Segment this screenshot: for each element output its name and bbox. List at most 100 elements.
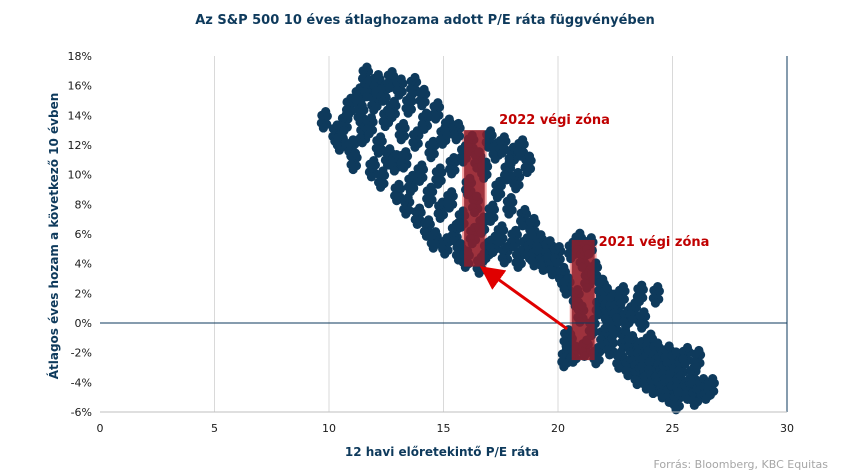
scatter-point	[408, 89, 418, 99]
scatter-point	[529, 261, 539, 271]
scatter-point	[575, 228, 585, 238]
scatter-point	[508, 242, 519, 252]
scatter-point	[602, 283, 612, 293]
scatter-point	[504, 209, 514, 219]
scatter-point	[614, 363, 624, 373]
scatter-point	[621, 322, 631, 332]
y-tick-label: 6%	[75, 228, 92, 241]
scatter-point	[611, 313, 622, 323]
y-tick-label: -4%	[71, 376, 92, 389]
scatter-point	[430, 227, 441, 237]
scatter-point	[440, 249, 450, 259]
scatter-point	[499, 132, 509, 142]
scatter-point	[348, 135, 358, 145]
scatter-point	[474, 268, 484, 278]
scatter-point	[517, 135, 528, 145]
scatter-point	[357, 101, 367, 111]
scatter-point	[591, 359, 601, 369]
scatter-point	[598, 274, 608, 284]
scatter-point	[671, 347, 681, 357]
x-tick-label: 25	[666, 422, 680, 435]
scatter-point	[536, 230, 546, 240]
chart-title: Az S&P 500 10 éves átlaghozama adott P/E…	[195, 13, 655, 28]
scatter-point	[676, 371, 686, 381]
scatter-point	[321, 107, 331, 117]
scatter-point	[609, 329, 619, 339]
scatter-point	[380, 121, 390, 132]
scatter-point	[419, 84, 429, 94]
y-tick-label: 4%	[75, 258, 92, 271]
scatter-point	[627, 331, 638, 341]
scatter-point	[394, 90, 404, 100]
scatter-point	[334, 145, 345, 155]
scatter-point	[673, 387, 683, 397]
scatter-point	[653, 282, 663, 292]
x-axis-ticks: 0 5 10 15 20 25 30	[97, 422, 795, 435]
scatter-point	[430, 114, 441, 124]
scatter-point	[396, 74, 406, 84]
scatter-point	[513, 167, 523, 178]
scatter-point	[490, 154, 500, 164]
y-tick-label: 12%	[68, 139, 92, 152]
scatter-point	[426, 153, 436, 163]
scatter-point	[497, 221, 507, 231]
scatter-point	[559, 362, 569, 372]
x-axis-label: 12 havi előretekintő P/E ráta	[345, 445, 539, 459]
scatter-point	[428, 136, 438, 146]
scatter-point	[350, 148, 361, 158]
scatter-point	[648, 388, 658, 399]
zone-label-2021: 2021 végi zóna	[599, 235, 710, 250]
scatter-point	[605, 350, 615, 360]
scatter-point	[646, 329, 656, 339]
scatter-point	[398, 118, 409, 129]
y-tick-label: 2%	[75, 287, 92, 300]
scatter-point	[389, 166, 399, 176]
scatter-point	[453, 118, 464, 129]
scatter-point	[511, 225, 521, 235]
zone-overlay	[464, 130, 485, 267]
scatter-point	[593, 310, 603, 320]
scatter-point	[497, 148, 507, 158]
scatter-point	[506, 158, 516, 169]
scatter-point	[524, 151, 535, 161]
scatter-point	[444, 114, 454, 124]
scatter-point	[513, 262, 523, 272]
scatter-point	[433, 98, 443, 108]
scatter-point	[447, 187, 457, 197]
scatter-point	[343, 109, 354, 120]
scatter-point	[412, 126, 422, 136]
zone-label-2022: 2022 végi zóna	[499, 113, 610, 128]
scatter-point	[318, 123, 328, 133]
scatter-point	[401, 147, 411, 157]
scatter-point	[708, 374, 718, 384]
y-tick-label: -6%	[71, 406, 92, 419]
scatter-point	[417, 101, 427, 111]
scatter-point	[637, 280, 647, 290]
y-tick-label: 8%	[75, 198, 92, 211]
scatter-point	[364, 129, 374, 139]
scatter-point	[428, 243, 438, 253]
scatter-point	[357, 138, 367, 148]
y-tick-label: 16%	[68, 80, 92, 93]
arrow-2021-to-2022	[479, 266, 569, 331]
scatter-point	[362, 62, 372, 72]
scatter-point	[632, 379, 642, 390]
scatter-point	[421, 108, 432, 118]
x-tick-label: 20	[551, 422, 565, 435]
y-tick-label: 18%	[68, 50, 92, 63]
source-note: Forrás: Bloomberg, KBC Equitas	[653, 458, 828, 471]
scatter-point	[456, 222, 466, 232]
scatter-point	[437, 139, 448, 149]
scatter-point	[403, 108, 413, 118]
scatter-point	[545, 236, 555, 246]
y-tick-label: 10%	[68, 169, 92, 182]
scatter-point	[506, 193, 516, 203]
scatter-point	[680, 359, 690, 369]
scatter-point	[419, 124, 429, 135]
scatter-point	[414, 203, 425, 213]
scatter-point	[561, 289, 571, 299]
scatter-point	[398, 163, 409, 173]
x-tick-label: 10	[322, 422, 336, 435]
scatter-point	[501, 175, 512, 185]
